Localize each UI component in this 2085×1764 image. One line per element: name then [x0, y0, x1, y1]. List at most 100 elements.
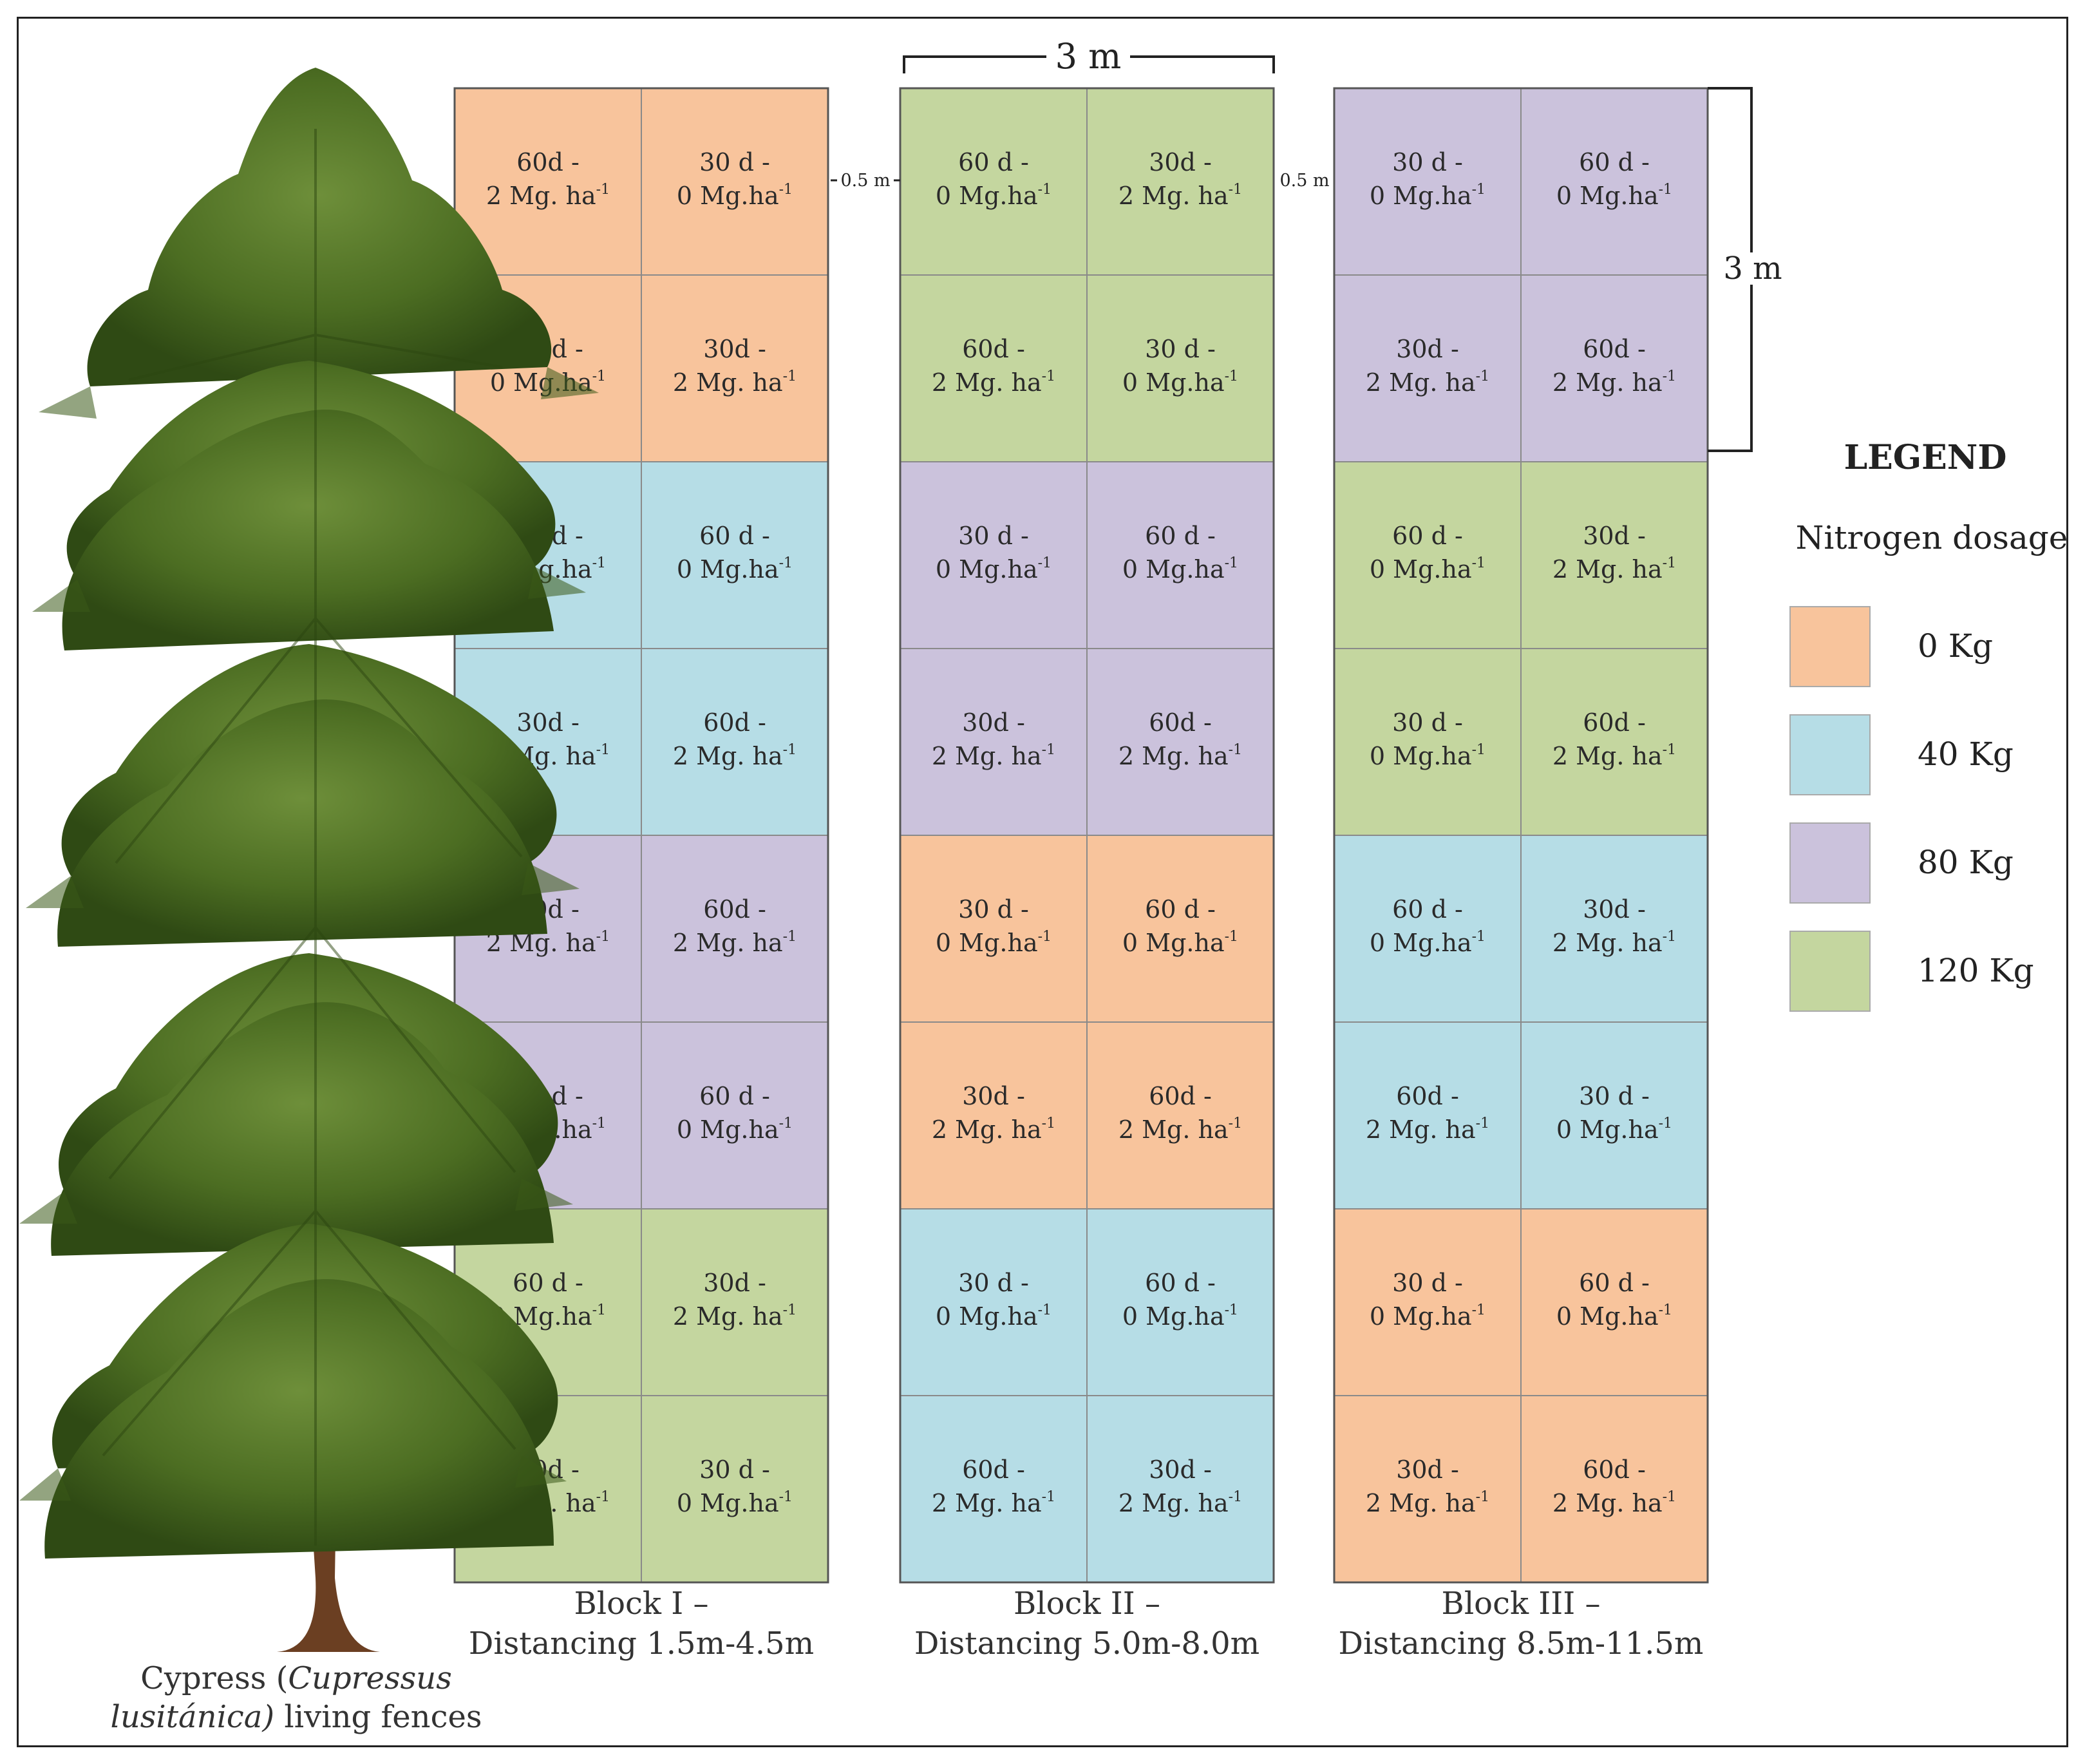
dimension-annotations: 3 m 3 m 0.5 m 0.5 m — [831, 36, 1785, 452]
plot-cell — [900, 1395, 1088, 1583]
plot-harvest-label: 60d - — [1149, 1082, 1212, 1110]
plot-dose-label: 2 Mg. ha-1 — [1552, 742, 1676, 770]
plot-dose-label: 0 Mg.ha-1 — [1556, 1115, 1672, 1144]
plot-harvest-label: 60 d - — [1145, 522, 1216, 550]
plot-harvest-label: 60 d - — [1392, 895, 1463, 924]
plot-cell — [1520, 1208, 1708, 1396]
legend-title: LEGEND — [1844, 438, 2007, 477]
block-border — [899, 87, 1275, 1584]
legend-item-label: 0 Kg — [1918, 627, 1993, 665]
plot-harvest-label: 60 d - — [699, 1082, 770, 1110]
plot-harvest-label: 60d - — [703, 708, 766, 737]
plot-cell — [1334, 835, 1522, 1023]
plot-cell — [900, 88, 1088, 276]
plot-harvest-label: 60d - — [962, 1456, 1025, 1484]
plot-cell — [1086, 274, 1274, 462]
block-title: Block I – — [574, 1586, 709, 1622]
plot-dose-label: 2 Mg. ha-1 — [673, 742, 797, 770]
plot-dose-label: 0 Mg.ha-1 — [1556, 182, 1672, 210]
plot-harvest-label: 60d - — [1583, 708, 1646, 737]
plot-dose-label: 0 Mg.ha-1 — [1370, 1302, 1486, 1331]
plot-cell — [641, 1021, 829, 1209]
legend-item-label: 40 Kg — [1918, 735, 2014, 773]
plot-dose-label: 0 Mg.ha-1 — [936, 555, 1052, 583]
plot-dose-label: 2 Mg. ha-1 — [1552, 368, 1676, 397]
plot-cell — [1334, 1395, 1522, 1583]
plot-cell — [641, 461, 829, 649]
plot-cell — [1086, 88, 1274, 276]
plot-harvest-label: 60d - — [1583, 1456, 1646, 1484]
plot-harvest-label: 30d - — [516, 708, 580, 737]
plot-harvest-label: 60d - — [516, 148, 580, 176]
tree-caption-line2: lusitánica) living fences — [111, 1699, 482, 1735]
block-title: Block II – — [1014, 1586, 1160, 1622]
plot-harvest-label: 60 d - — [1145, 895, 1216, 924]
plot-dose-label: 0 Mg.ha-1 — [677, 555, 793, 583]
plot-harvest-label: 30d - — [1149, 148, 1212, 176]
plot-cell — [1334, 274, 1522, 462]
plot-cell — [1086, 648, 1274, 836]
plot-harvest-label: 60 d - — [1145, 1269, 1216, 1297]
plot-cell — [641, 835, 829, 1023]
plot-harvest-label: 30d - — [1149, 1456, 1212, 1484]
plot-harvest-label: 30 d - — [1145, 335, 1216, 363]
plot-harvest-label: 30d - — [1583, 522, 1646, 550]
plot-harvest-label: 30d - — [962, 708, 1025, 737]
plot-cell — [1520, 274, 1708, 462]
block-3: 30 d - 0 Mg.ha-1 60 d - 0 Mg.ha-1 30d - 2 Mg.… — [1333, 87, 1709, 1584]
plot-harvest-label: 60 d - — [513, 1269, 583, 1297]
plot-cell — [1086, 1208, 1274, 1396]
plot-dose-label: 0 Mg.ha-1 — [1122, 1302, 1238, 1331]
plot-dose-label: 2 Mg. ha-1 — [673, 929, 797, 957]
legend-swatch — [1789, 931, 1871, 1012]
plot-cell — [1520, 88, 1708, 276]
plot-harvest-label: 30 d - — [958, 522, 1029, 550]
plot-dose-label: 2 Mg. ha-1 — [932, 1115, 1055, 1144]
plot-harvest-label: 60 d - — [1579, 1269, 1650, 1297]
plot-dose-label: 2 Mg. ha-1 — [1118, 1115, 1242, 1144]
plot-cell — [641, 648, 829, 836]
plot-dose-label: 0 Mg.ha-1 — [1370, 742, 1486, 770]
plot-harvest-label: 30d - — [1583, 895, 1646, 924]
plot-harvest-label: 60d - — [703, 895, 766, 924]
plot-harvest-label: 30 d - — [1392, 148, 1463, 176]
block-subtitle: Distancing 5.0m-8.0m — [914, 1626, 1259, 1662]
plot-dose-label: 2 Mg. ha-1 — [932, 1489, 1055, 1517]
plot-dose-label: 2 Mg. ha-1 — [1118, 742, 1242, 770]
block-title: Block III – — [1442, 1586, 1601, 1622]
plot-dose-label: 0 Mg.ha-1 — [1370, 182, 1486, 210]
plot-harvest-label: 60 d - — [1392, 522, 1463, 550]
plot-dose-label: 2 Mg. ha-1 — [932, 742, 1055, 770]
plot-cell — [1520, 1021, 1708, 1209]
plot-cell — [1520, 461, 1708, 649]
block-captions: Block I – Distancing 1.5m-4.5m Block II – D… — [469, 1586, 1704, 1662]
plot-harvest-label: 60 d - — [1579, 148, 1650, 176]
plot-harvest-label: 30 d - — [1579, 1082, 1650, 1110]
width-label: 3 m — [1055, 36, 1122, 77]
plot-cell — [1334, 461, 1522, 649]
plot-dose-label: 0 Mg.ha-1 — [677, 1489, 793, 1517]
plot-harvest-label: 30d - — [1396, 1456, 1459, 1484]
plot-dose-label: 0 Mg.ha-1 — [1122, 555, 1238, 583]
block-border — [1333, 87, 1709, 1584]
plot-dose-label: 2 Mg. ha-1 — [673, 368, 797, 397]
gap-label-2: 0.5 m — [1279, 171, 1329, 191]
plot-harvest-label: 30d - — [1396, 335, 1459, 363]
plot-harvest-label: 60d - — [962, 335, 1025, 363]
plot-harvest-label: 60d - — [1583, 335, 1646, 363]
plot-cell — [1086, 835, 1274, 1023]
plot-dose-label: 2 Mg. ha-1 — [1118, 1489, 1242, 1517]
plot-cell — [1520, 835, 1708, 1023]
plot-harvest-label: 30d - — [703, 335, 766, 363]
plot-dose-label: 2 Mg. ha-1 — [1118, 182, 1242, 210]
plot-dose-label: 0 Mg.ha-1 — [1370, 555, 1486, 583]
block-2: 60 d - 0 Mg.ha-1 30d - 2 Mg. ha-1 60d - 2 Mg.… — [899, 87, 1275, 1584]
legend-swatch — [1789, 822, 1871, 904]
plot-harvest-label: 30d - — [703, 1269, 766, 1297]
plot-cell — [641, 1395, 829, 1583]
cypress-tree-icon — [19, 68, 599, 1652]
legend-subtitle: Nitrogen dosage — [1796, 519, 2068, 556]
block-subtitle: Distancing 8.5m-11.5m — [1339, 1626, 1704, 1662]
plot-harvest-label: 30 d - — [699, 148, 770, 176]
